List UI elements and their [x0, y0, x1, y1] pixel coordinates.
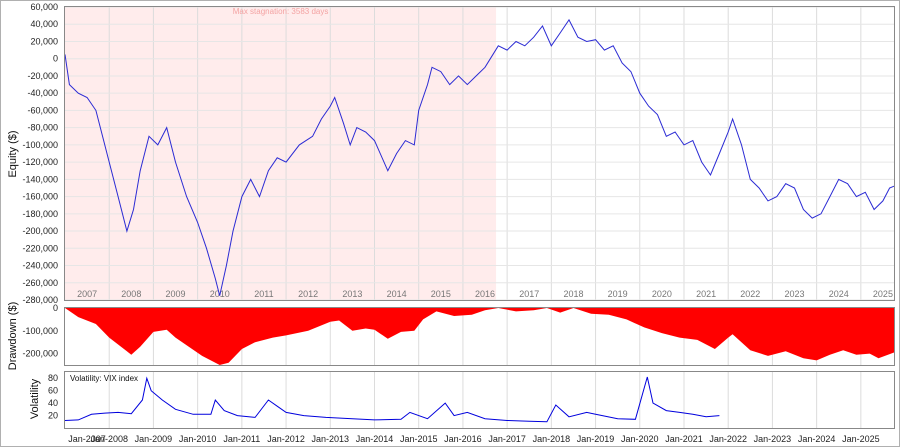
x-tick-label: Jan-2025	[842, 434, 880, 444]
equity-y-tick: 40,000	[30, 19, 58, 29]
x-tick-label: Jan-2013	[312, 434, 350, 444]
drawdown-panel: 0 -100,000 -200,000 Drawdown ($)	[7, 302, 895, 370]
equity-y-tick: 0	[53, 54, 58, 64]
x-tick-label: Jan-2010	[179, 434, 217, 444]
year-label: 2022	[740, 289, 760, 299]
year-label: 2021	[696, 289, 716, 299]
year-label: 2025	[873, 289, 893, 299]
x-tick-label: Jan-2019	[577, 434, 615, 444]
equity-y-tick: -140,000	[22, 174, 58, 184]
volatility-y-tick: 40	[48, 398, 58, 408]
equity-y-tick: -220,000	[22, 243, 58, 253]
volatility-y-tick: 20	[48, 411, 58, 421]
x-tick-label: Jan-2021	[665, 434, 703, 444]
equity-y-tick: -240,000	[22, 261, 58, 271]
x-tick-label: Jan-2008	[90, 434, 128, 444]
equity-y-tick: -60,000	[27, 105, 58, 115]
volatility-plot-border	[64, 371, 895, 429]
year-label: 2024	[829, 289, 849, 299]
volatility-legend: Volatility: VIX index	[70, 374, 138, 383]
equity-y-tick: -160,000	[22, 192, 58, 202]
x-tick-label: Jan-2017	[488, 434, 526, 444]
stagnation-annotation: Max stagnation: 3583 days	[233, 7, 329, 16]
equity-y-tick: -280,000	[22, 295, 58, 305]
stagnation-band	[65, 7, 497, 300]
equity-y-tick: -200,000	[22, 226, 58, 236]
equity-y-tick: -80,000	[27, 123, 58, 133]
equity-y-tick: -180,000	[22, 209, 58, 219]
year-label: 2014	[387, 289, 407, 299]
year-label: 2013	[342, 289, 362, 299]
volatility-y-ticks: 80 60 40 20	[48, 373, 58, 420]
x-tick-label: Jan-2015	[400, 434, 438, 444]
year-label: 2023	[785, 289, 805, 299]
year-label: 2017	[519, 289, 539, 299]
drawdown-y-tick: -200,000	[22, 349, 58, 359]
equity-y-tick: 20,000	[30, 36, 58, 46]
year-label: 2007	[77, 289, 97, 299]
vix-line	[64, 376, 720, 423]
drawdown-y-tick: 0	[53, 303, 58, 313]
equity-y-tick: 60,000	[30, 2, 58, 12]
year-label: 2009	[166, 289, 186, 299]
x-tick-label: Jan-2009	[135, 434, 173, 444]
x-tick-label: Jan-2024	[798, 434, 836, 444]
equity-vertical-grid	[108, 7, 862, 300]
year-label: 2018	[563, 289, 583, 299]
x-tick-label: Jan-2011	[223, 434, 260, 444]
drawdown-area	[65, 308, 894, 365]
x-tick-label: Jan-2014	[356, 434, 394, 444]
volatility-y-tick: 60	[48, 386, 58, 396]
volatility-vertical-grid	[108, 372, 862, 428]
volatility-y-axis-label: Volatility	[29, 378, 41, 419]
equity-y-tick: -40,000	[27, 88, 58, 98]
year-label: 2015	[431, 289, 451, 299]
volatility-panel: Volatility: VIX index 80 60 40 20 Volatilit…	[29, 371, 895, 444]
equity-plot-border	[64, 6, 895, 301]
drawdown-y-axis-label: Drawdown ($)	[7, 302, 19, 370]
equity-y-tick: -20,000	[27, 71, 58, 81]
year-label: 2019	[608, 289, 628, 299]
equity-panel: 2007 2008 2009 2010 2011 2012 2013 2014 2015 2016…	[7, 2, 895, 305]
x-tick-label: Jan-2016	[444, 434, 482, 444]
x-tick-label: Jan-2007	[68, 434, 106, 444]
year-label: 2011	[254, 289, 273, 299]
x-tick-label: Jan-2012	[267, 434, 305, 444]
x-tick-label: Jan-2018	[533, 434, 571, 444]
volatility-y-tick: 80	[48, 373, 58, 383]
equity-y-tick: -260,000	[22, 278, 58, 288]
x-tick-label: Jan-2023	[754, 434, 792, 444]
equity-y-axis-label: Equity ($)	[7, 130, 19, 177]
year-label: 2020	[652, 289, 672, 299]
equity-y-tick: -100,000	[22, 140, 58, 150]
equity-y-tick: -120,000	[22, 157, 58, 167]
year-label: 2008	[121, 289, 141, 299]
x-tick-label: Jan-2020	[621, 434, 659, 444]
drawdown-y-ticks: 0 -100,000 -200,000	[22, 303, 58, 359]
equity-y-ticks: 60,000 40,000 20,000 0 -20,000 -40,000 -60,000…	[22, 2, 58, 305]
drawdown-plot-border	[64, 307, 895, 366]
x-tick-label: Jan-2022	[709, 434, 747, 444]
year-label: 2016	[475, 289, 495, 299]
year-label: 2012	[298, 289, 318, 299]
equity-line	[64, 18, 895, 296]
drawdown-y-tick: -100,000	[22, 326, 58, 336]
